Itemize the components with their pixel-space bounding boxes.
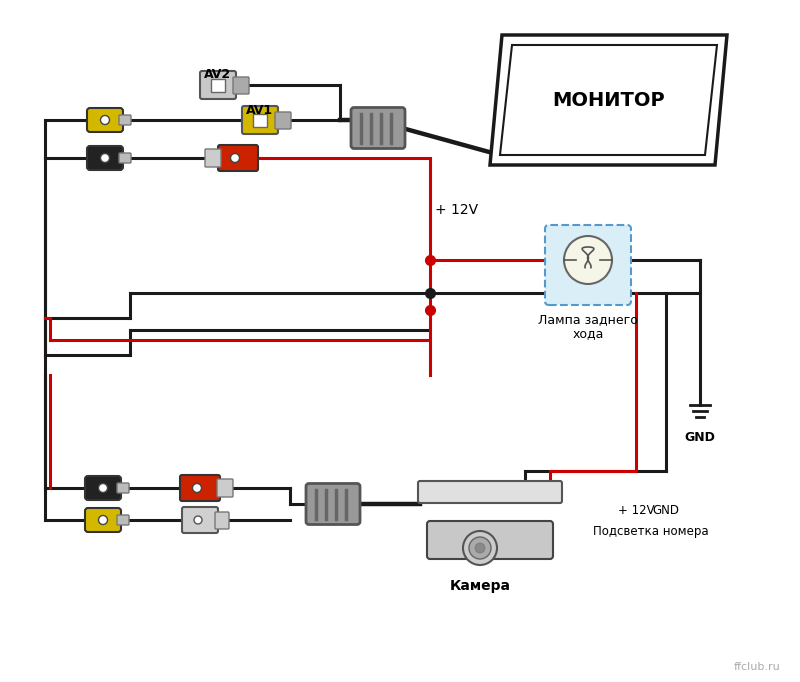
Circle shape: [230, 153, 239, 162]
Text: МОНИТОР: МОНИТОР: [552, 91, 665, 110]
Circle shape: [98, 484, 107, 492]
FancyBboxPatch shape: [87, 108, 123, 132]
FancyBboxPatch shape: [211, 79, 225, 92]
FancyBboxPatch shape: [182, 507, 218, 533]
Circle shape: [469, 537, 491, 559]
Text: GND: GND: [685, 431, 715, 444]
Text: Лампа заднего: Лампа заднего: [538, 313, 638, 326]
Polygon shape: [490, 35, 727, 165]
FancyBboxPatch shape: [85, 508, 121, 532]
FancyBboxPatch shape: [215, 512, 229, 529]
Text: GND: GND: [653, 505, 679, 518]
Circle shape: [101, 115, 110, 125]
Text: + 12V: + 12V: [618, 505, 654, 518]
FancyBboxPatch shape: [233, 77, 249, 94]
FancyBboxPatch shape: [427, 521, 553, 559]
FancyBboxPatch shape: [275, 112, 291, 129]
FancyBboxPatch shape: [218, 145, 258, 171]
FancyBboxPatch shape: [418, 481, 562, 503]
FancyBboxPatch shape: [253, 114, 267, 127]
Text: AV2: AV2: [205, 68, 231, 82]
Circle shape: [564, 236, 612, 284]
FancyBboxPatch shape: [180, 475, 220, 501]
Circle shape: [101, 153, 110, 162]
Circle shape: [98, 516, 107, 524]
FancyBboxPatch shape: [117, 483, 129, 493]
Text: ffclub.ru: ffclub.ru: [734, 662, 780, 672]
Text: AV1: AV1: [246, 104, 274, 117]
Circle shape: [194, 516, 202, 524]
Text: хода: хода: [572, 327, 604, 340]
Circle shape: [193, 484, 202, 492]
FancyBboxPatch shape: [200, 71, 236, 99]
Polygon shape: [500, 45, 717, 155]
FancyBboxPatch shape: [117, 515, 129, 525]
FancyBboxPatch shape: [205, 149, 221, 167]
Text: Камера: Камера: [450, 579, 510, 593]
FancyBboxPatch shape: [119, 115, 131, 125]
FancyBboxPatch shape: [351, 108, 405, 149]
FancyBboxPatch shape: [119, 153, 131, 163]
FancyBboxPatch shape: [85, 476, 121, 500]
FancyBboxPatch shape: [545, 225, 631, 305]
Circle shape: [475, 543, 485, 553]
Circle shape: [463, 531, 497, 565]
FancyBboxPatch shape: [306, 484, 360, 524]
FancyBboxPatch shape: [217, 479, 233, 497]
Text: Подсветка номера: Подсветка номера: [593, 524, 709, 537]
FancyBboxPatch shape: [87, 146, 123, 170]
FancyBboxPatch shape: [242, 106, 278, 134]
Text: + 12V: + 12V: [435, 203, 478, 217]
